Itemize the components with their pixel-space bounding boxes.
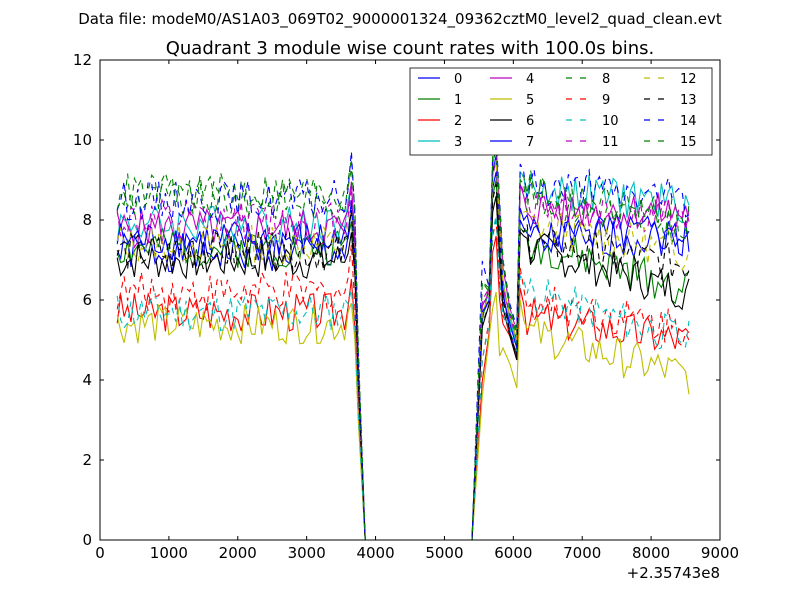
series-line-15 (116, 139, 690, 541)
series-line-14 (116, 135, 690, 541)
y-tick-label: 0 (82, 531, 92, 549)
legend-label-2: 2 (454, 114, 462, 129)
series-line-7 (116, 155, 690, 541)
legend-label-3: 3 (454, 135, 462, 150)
suptitle: Data file: modeM0/AS1A03_069T02_90000013… (78, 10, 722, 29)
axis-ticks: 0 1000 2000 3000 4000 5000 6000 7000 8000 9000 0 2 4… (73, 51, 739, 562)
series-line-8 (116, 147, 690, 541)
x-tick-label: 6000 (494, 544, 532, 562)
legend-label-14: 14 (680, 114, 697, 129)
legend-label-8: 8 (602, 72, 610, 87)
y-tick-label: 10 (73, 131, 92, 149)
legend-label-7: 7 (526, 135, 534, 150)
legend-label-9: 9 (602, 93, 610, 108)
legend-label-12: 12 (680, 72, 697, 87)
y-tick-label: 12 (73, 51, 92, 69)
legend-label-11: 11 (602, 135, 619, 150)
x-tick-label: 4000 (356, 544, 394, 562)
x-tick-label: 3000 (288, 544, 326, 562)
x-tick-label: 9000 (701, 544, 739, 562)
y-tick-label: 2 (82, 451, 92, 469)
series-line-2 (116, 235, 690, 541)
x-tick-label: 8000 (632, 544, 670, 562)
series-line-4 (116, 159, 690, 541)
series-line-11 (116, 143, 690, 541)
legend-label-10: 10 (602, 114, 619, 129)
legend-label-15: 15 (680, 135, 697, 150)
legend-label-1: 1 (454, 93, 462, 108)
x-axis-offset-label: +2.35743e8 (627, 564, 720, 582)
x-tick-label: 0 (95, 544, 105, 562)
series-line-5 (116, 291, 690, 541)
y-tick-label: 4 (82, 371, 92, 389)
chart-title: Quadrant 3 module wise count rates with … (166, 38, 655, 59)
legend-label-5: 5 (526, 93, 534, 108)
series-line-6 (116, 195, 690, 541)
legend-label-13: 13 (680, 93, 697, 108)
legend-label-0: 0 (454, 72, 462, 87)
series-line-12 (116, 159, 690, 541)
legend-label-6: 6 (526, 114, 534, 129)
x-tick-label: 1000 (150, 544, 188, 562)
legend-label-4: 4 (526, 72, 534, 87)
x-tick-label: 7000 (563, 544, 601, 562)
x-tick-label: 5000 (425, 544, 463, 562)
y-tick-label: 8 (82, 211, 92, 229)
y-tick-label: 6 (82, 291, 92, 309)
x-tick-label: 2000 (219, 544, 257, 562)
series-line-13 (116, 183, 690, 541)
series-line-10 (116, 215, 690, 541)
series-layer (116, 135, 690, 541)
